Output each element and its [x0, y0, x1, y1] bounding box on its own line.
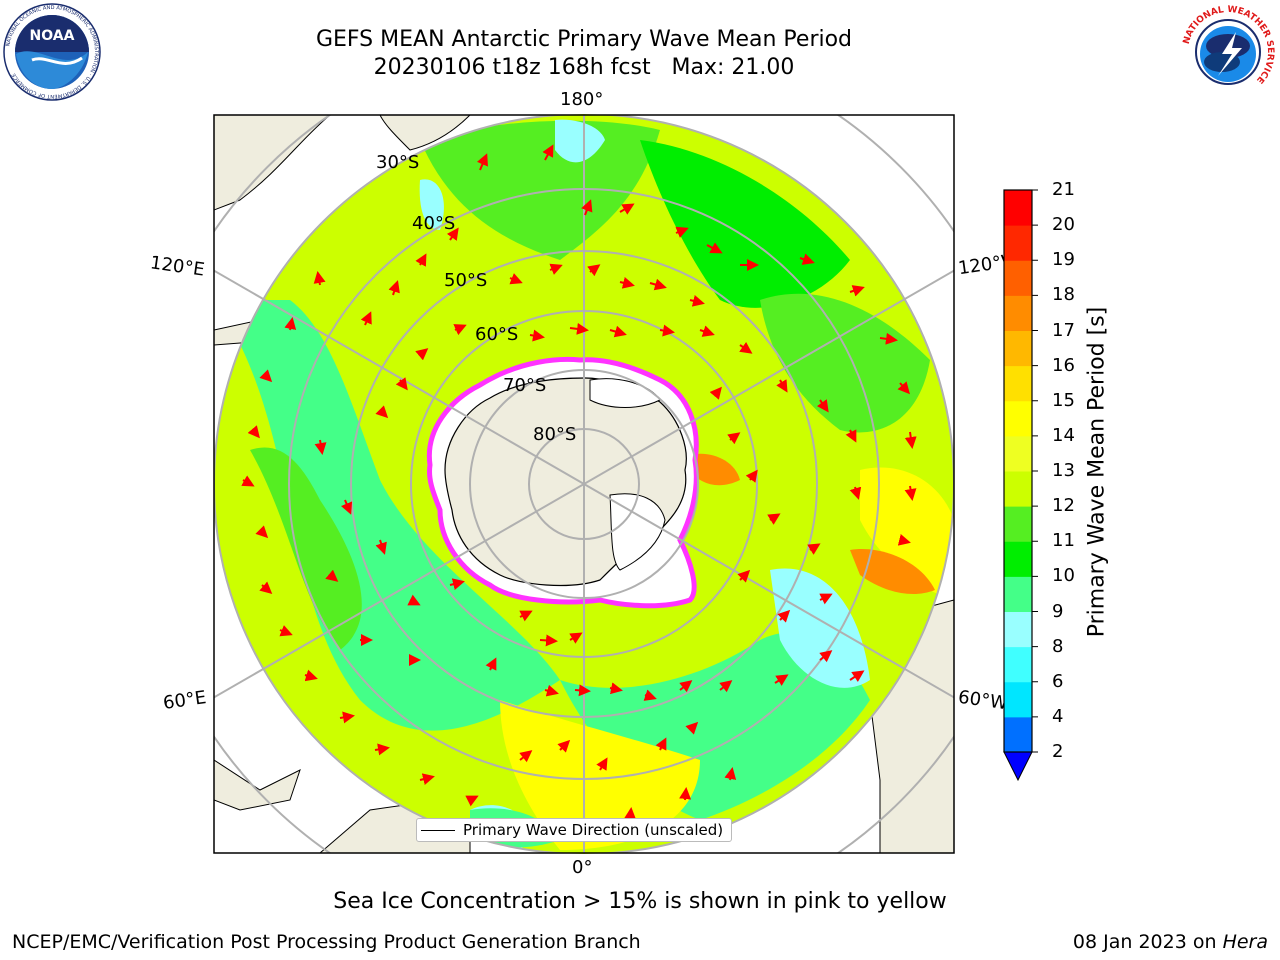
footer-host: Hera [1222, 931, 1268, 953]
noaa-logo: NOAA NATIONAL OCEANIC AND ATMOSPHERIC AD… [3, 3, 101, 101]
colorbar-tick-label: 2 [1052, 741, 1064, 762]
graticule [214, 115, 954, 853]
colorbar-band [1004, 681, 1032, 718]
lon-label-180: 180° [560, 89, 604, 110]
colorbar-band [1004, 330, 1032, 367]
colorbar-tick-label: 20 [1052, 214, 1075, 236]
footer-date: 08 Jan 2023 on Hera [1073, 931, 1268, 953]
colorbar-band [1004, 190, 1032, 226]
legend-line-symbol [421, 829, 455, 831]
colorbar-band [1004, 646, 1032, 683]
colorbar-tick-label: 12 [1052, 495, 1075, 517]
lat-label-80s: 80°S [533, 424, 577, 445]
colorbar-tick-label: 16 [1052, 354, 1075, 376]
colorbar-band [1004, 611, 1032, 648]
colorbar-tick-label: 21 [1052, 179, 1075, 200]
map-title-line1: GEFS MEAN Antarctic Primary Wave Mean Pe… [315, 27, 853, 52]
colorbar-tick-label: 19 [1052, 249, 1075, 271]
colorbar-tick-label: 4 [1052, 705, 1064, 727]
lat-label-60s: 60°S [475, 324, 519, 345]
footer-branch: NCEP/EMC/Verification Post Processing Pr… [12, 931, 641, 953]
lat-label-50s: 50°S [444, 270, 488, 291]
nws-logo: NATIONAL WEATHER SERVICE [1180, 4, 1276, 100]
lat-label-70s: 70°S [503, 375, 547, 396]
colorbar-band [1004, 260, 1032, 296]
colorbar-band [1004, 400, 1032, 437]
lat-label-40s: 40°S [412, 213, 456, 234]
colorbar-band [1004, 576, 1032, 612]
colorbar-labels: 2 4 6 8 9 10 11 12 13 14 15 16 17 18 19 20 21 [1052, 179, 1112, 790]
legend-label: Primary Wave Direction (unscaled) [463, 821, 724, 839]
colorbar-tick-label: 13 [1052, 460, 1075, 481]
colorbar-tick-label: 9 [1052, 600, 1064, 622]
colorbar [1003, 189, 1038, 782]
colorbar-tick-label: 8 [1052, 635, 1064, 657]
lon-label-0: 0° [572, 857, 593, 878]
colorbar-band [1004, 716, 1032, 753]
colorbar-tick-label: 10 [1052, 565, 1075, 587]
colorbar-tick-label: 11 [1052, 530, 1075, 552]
colorbar-tick-label: 14 [1052, 424, 1075, 446]
colorbar-band [1004, 225, 1032, 261]
colorbar-band [1004, 295, 1032, 331]
colorbar-tick-label: 17 [1052, 319, 1075, 341]
colorbar-band [1004, 365, 1032, 402]
noaa-logo-text: NOAA [30, 28, 75, 44]
colorbar-band [1004, 471, 1032, 507]
antarctica [426, 356, 699, 609]
colorbar-band [1004, 541, 1032, 577]
colorbar-tick-label: 15 [1052, 389, 1075, 411]
footer-date-text: 08 Jan 2023 on [1072, 931, 1223, 953]
map-frame [213, 114, 955, 854]
wave-direction-arrows [241, 144, 917, 821]
map-title-line2: 20230106 t18z 168h fcst Max: 21.00 [373, 55, 795, 80]
colorbar-band [1004, 506, 1032, 542]
sea-ice-note: Sea Ice Concentration > 15% is shown in … [333, 889, 947, 914]
colorbar-title: Primary Wave Mean Period [s] [1084, 306, 1110, 638]
colorbar-tick-label: 18 [1052, 284, 1075, 306]
colorbar-band [1004, 435, 1032, 472]
map-legend: Primary Wave Direction (unscaled) [416, 818, 733, 842]
colorbar-tick-label: 6 [1052, 670, 1064, 692]
lat-label-30s: 30°S [376, 152, 420, 173]
